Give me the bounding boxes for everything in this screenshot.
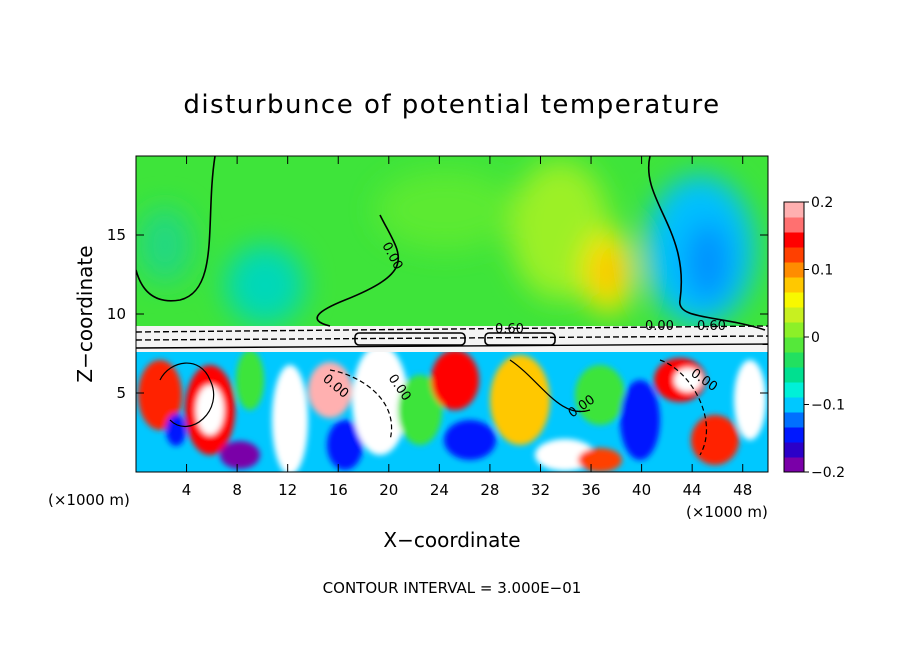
contour-label: 0.60 (697, 319, 726, 334)
x-tick-label: 36 (581, 481, 600, 499)
contour-label: 0.00 (645, 319, 674, 334)
y-tick-label: 15 (107, 226, 126, 244)
x-unit-right: (×1000 m) (686, 503, 768, 521)
colorbar-swatch (784, 382, 804, 398)
x-tick-label: 40 (632, 481, 651, 499)
colorbar-tick-label: −0.2 (811, 465, 845, 481)
colorbar-swatch (784, 277, 804, 293)
colorbar-swatch (784, 232, 804, 248)
colorbar-swatch (784, 337, 804, 353)
contour-label: 0.60 (495, 322, 524, 337)
colorbar-swatch (784, 202, 804, 218)
x-tick-label: 32 (531, 481, 550, 499)
colorbar-swatch (784, 412, 804, 428)
colorbar-ticks: 0.2 0.1 0 −0.1 −0.2 (804, 195, 845, 481)
contour-lines (136, 156, 768, 456)
colorbar-swatch (784, 247, 804, 263)
colorbar-swatch (784, 307, 804, 323)
x-tick-label: 48 (733, 481, 752, 499)
x-unit-left: (×1000 m) (48, 491, 130, 509)
colorbar-swatch (784, 427, 804, 443)
colorbar-tick-label: 0.1 (811, 263, 833, 279)
x-axis-ticks: 4 8 12 16 20 24 28 32 36 40 44 48 (182, 156, 752, 499)
colorbar (784, 202, 804, 473)
upper-field-anomalies (137, 160, 755, 325)
colorbar-swatch (784, 217, 804, 233)
x-tick-label: 20 (379, 481, 398, 499)
colorbar-swatch (784, 397, 804, 413)
contour-interval-note: CONTOUR INTERVAL = 3.000E−01 (323, 579, 582, 597)
colorbar-swatch (784, 457, 804, 473)
colorbar-tick-label: −0.1 (811, 398, 845, 414)
colorbar-swatch (784, 262, 804, 278)
colorbar-tick-label: 0 (811, 330, 820, 346)
y-tick-label: 5 (116, 384, 126, 402)
plot-area: 0.00 0.60 0.00 0.60 0.00 0.00 0.00 0.00 (136, 156, 768, 472)
colorbar-swatch (784, 352, 804, 368)
x-axis-label: X−coordinate (383, 528, 520, 552)
y-axis-label: Z−coordinate (73, 245, 97, 382)
chart-title: disturbunce of potential temperature (183, 90, 720, 120)
colorbar-swatch (784, 367, 804, 383)
colorbar-swatch (784, 322, 804, 338)
colorbar-swatch (784, 292, 804, 308)
colorbar-tick-label: 0.2 (811, 195, 833, 211)
y-tick-label: 10 (107, 305, 126, 323)
x-tick-label: 12 (278, 481, 297, 499)
x-tick-label: 4 (182, 481, 192, 499)
y-axis-ticks: 5 10 15 (107, 226, 768, 402)
x-tick-label: 8 (232, 481, 242, 499)
x-tick-label: 16 (329, 481, 348, 499)
x-tick-label: 28 (480, 481, 499, 499)
x-tick-label: 24 (430, 481, 449, 499)
colorbar-swatch (784, 442, 804, 458)
x-tick-label: 44 (683, 481, 702, 499)
